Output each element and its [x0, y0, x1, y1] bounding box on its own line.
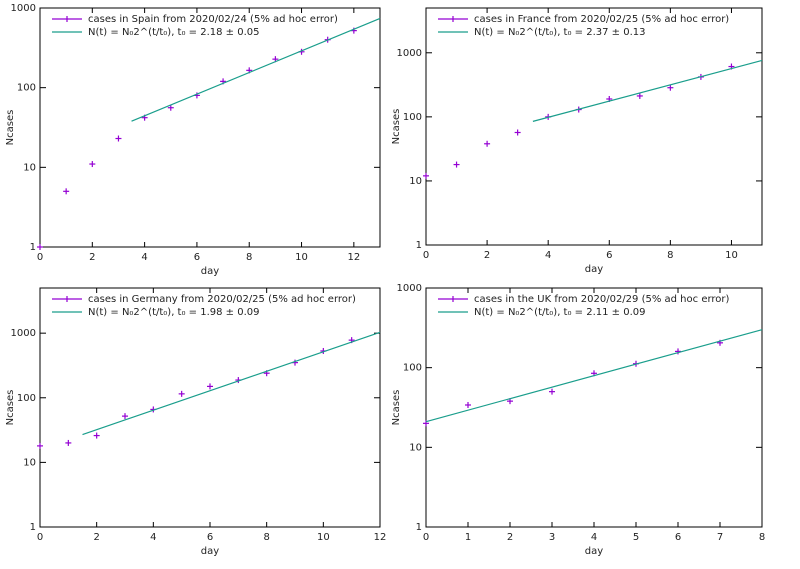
- x-tick-label: 6: [207, 532, 213, 543]
- y-tick-label: 100: [17, 83, 36, 94]
- chart-panel: 0 2 4 6 8 10 12 1 10 100 1000 day Ncases cases in Spa…: [5, 3, 381, 277]
- x-tick-label: 6: [606, 250, 612, 261]
- chart-panel: 0 2 4 6 8 10 12 1 10 100 1000 day Ncases cases in Ger…: [5, 287, 387, 557]
- y-tick-label: 1000: [397, 48, 422, 59]
- fit-line: [532, 59, 763, 122]
- y-tick-label: 10: [23, 162, 36, 173]
- y-tick-label: 10: [409, 176, 422, 187]
- x-tick-label: 2: [89, 252, 95, 263]
- fit-line: [425, 329, 763, 423]
- x-tick-label: 8: [759, 532, 765, 543]
- x-axis-label: day: [201, 266, 219, 277]
- x-tick-label: 4: [141, 252, 147, 263]
- x-tick-label: 1: [465, 532, 471, 543]
- x-tick-label: 0: [37, 252, 43, 263]
- y-tick-label: 10: [23, 457, 36, 468]
- legend-label: cases in the UK from 2020/02/29 (5% ad h…: [474, 294, 730, 305]
- fit-line: [131, 17, 381, 122]
- y-tick-label: 1000: [11, 3, 36, 14]
- y-axis-label: Ncases: [391, 390, 402, 426]
- y-tick-label: 1000: [11, 328, 36, 339]
- y-tick-label: 1000: [397, 283, 422, 294]
- data-point: [115, 135, 122, 142]
- data-point: [63, 188, 70, 195]
- x-tick-label: 12: [347, 252, 360, 263]
- y-tick-label: 1: [30, 242, 36, 253]
- data-point: [636, 92, 643, 99]
- x-tick-label: 0: [423, 250, 429, 261]
- legend-label: cases in Spain from 2020/02/24 (5% ad ho…: [88, 14, 338, 25]
- x-tick-label: 0: [423, 532, 429, 543]
- y-axis-label: Ncases: [5, 110, 16, 146]
- legend-label: N(t) = N₀2^(t/t₀), t₀ = 2.37 ± 0.13: [474, 27, 645, 38]
- data-point: [122, 413, 128, 420]
- legend-label: N(t) = N₀2^(t/t₀), t₀ = 2.11 ± 0.09: [474, 307, 645, 318]
- plot-frame: [425, 7, 763, 246]
- data-point: [675, 348, 681, 355]
- x-tick-label: 2: [93, 532, 99, 543]
- y-tick-label: 1: [30, 522, 36, 533]
- data-point: [667, 84, 674, 91]
- x-tick-label: 2: [507, 532, 513, 543]
- data-point: [465, 401, 471, 408]
- x-tick-label: 2: [484, 250, 490, 261]
- data-point: [178, 390, 185, 397]
- y-tick-label: 100: [17, 393, 36, 404]
- y-tick-label: 1: [416, 522, 422, 533]
- x-tick-label: 8: [263, 532, 269, 543]
- data-point: [37, 244, 43, 250]
- legend-label: N(t) = N₀2^(t/t₀), t₀ = 1.98 ± 0.09: [88, 307, 259, 318]
- y-tick-label: 10: [409, 442, 422, 453]
- data-point: [89, 161, 96, 168]
- x-tick-label: 3: [549, 532, 555, 543]
- y-tick-label: 1: [416, 240, 422, 251]
- x-tick-label: 5: [633, 532, 639, 543]
- x-tick-label: 4: [150, 532, 156, 543]
- x-tick-label: 10: [295, 252, 308, 263]
- data-point: [484, 140, 491, 147]
- data-point: [207, 383, 213, 390]
- x-tick-label: 4: [591, 532, 597, 543]
- x-axis-label: day: [585, 264, 603, 275]
- legend-label: cases in France from 2020/02/25 (5% ad h…: [474, 14, 729, 25]
- data-point: [167, 104, 174, 111]
- x-tick-label: 12: [374, 532, 387, 543]
- x-tick-label: 10: [725, 250, 738, 261]
- data-point: [423, 172, 429, 179]
- x-axis-label: day: [585, 546, 603, 557]
- data-point: [549, 388, 555, 395]
- x-axis-label: day: [201, 546, 219, 557]
- y-axis-label: Ncases: [391, 109, 402, 145]
- y-tick-label: 100: [403, 363, 422, 374]
- chart-panel: 0 2 4 6 8 10 1 10 100 1000 day Ncases cases in Franc…: [391, 7, 763, 275]
- x-tick-label: 8: [246, 252, 252, 263]
- x-tick-label: 0: [37, 532, 43, 543]
- plot-frame: [39, 287, 381, 528]
- x-tick-label: 6: [675, 532, 681, 543]
- legend-label: cases in Germany from 2020/02/25 (5% ad …: [88, 294, 356, 305]
- x-tick-label: 7: [717, 532, 723, 543]
- y-axis-label: Ncases: [5, 390, 16, 426]
- data-point: [93, 432, 100, 439]
- x-tick-label: 6: [194, 252, 200, 263]
- x-tick-label: 10: [317, 532, 330, 543]
- fit-line: [82, 331, 381, 436]
- data-point: [453, 161, 460, 168]
- data-point: [65, 439, 72, 446]
- data-point: [514, 129, 521, 136]
- x-tick-label: 4: [545, 250, 551, 261]
- data-point: [37, 442, 43, 449]
- plot-frame: [39, 7, 381, 248]
- legend-label: N(t) = N₀2^(t/t₀), t₀ = 2.18 ± 0.05: [88, 27, 259, 38]
- x-tick-label: 8: [667, 250, 673, 261]
- y-tick-label: 100: [403, 112, 422, 123]
